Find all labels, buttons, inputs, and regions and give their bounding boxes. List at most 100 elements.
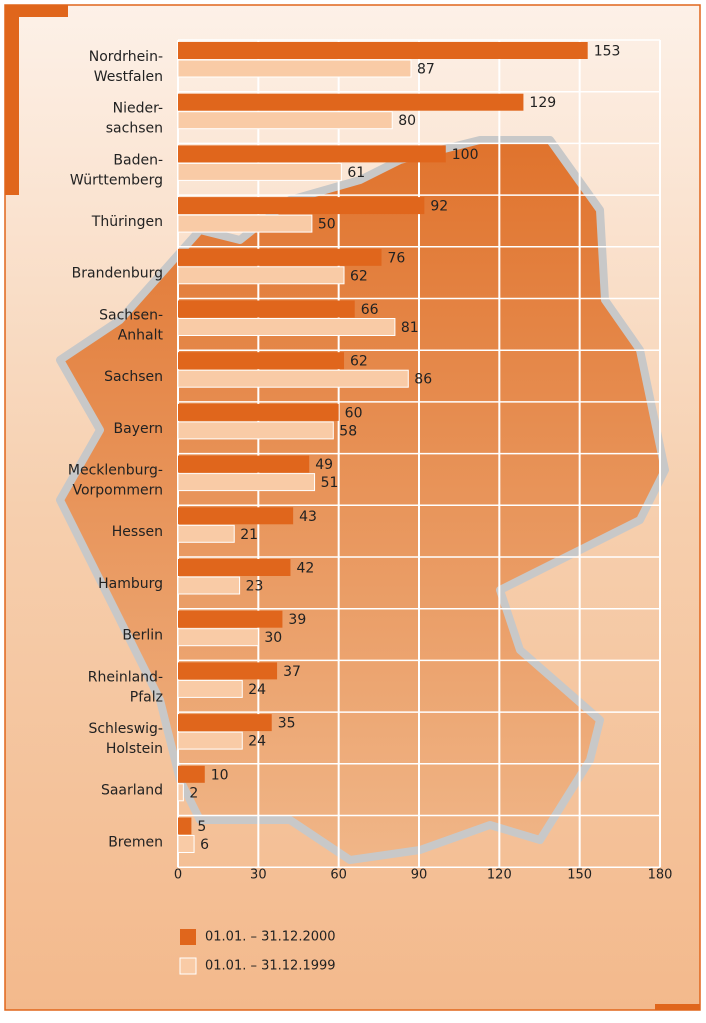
- value-label: 60: [345, 405, 363, 421]
- bar: [178, 300, 355, 318]
- y-tick-label: Bremen: [108, 834, 163, 850]
- y-tick-label: Sachsen: [104, 369, 163, 385]
- value-label: 86: [414, 372, 432, 388]
- bar: [178, 197, 425, 215]
- bar: [178, 42, 588, 59]
- value-label: 100: [452, 147, 479, 163]
- value-label: 92: [430, 199, 448, 215]
- value-label: 5: [197, 819, 206, 835]
- value-label: 50: [318, 217, 336, 233]
- bar: [178, 248, 382, 266]
- y-tick-label: Holstein: [106, 741, 163, 757]
- y-tick-label: Hamburg: [98, 576, 163, 592]
- value-label: 30: [264, 630, 282, 646]
- bar: [178, 352, 345, 370]
- value-label: 43: [299, 509, 317, 525]
- bar: [177, 421, 334, 440]
- bar: [178, 403, 339, 421]
- value-label: 87: [417, 62, 435, 78]
- x-tick-label: 150: [567, 868, 592, 883]
- y-tick-label: Saarland: [101, 783, 163, 799]
- bar: [177, 266, 345, 285]
- y-tick-label: Württemberg: [70, 172, 163, 188]
- bar: [178, 610, 283, 628]
- value-label: 42: [296, 561, 314, 577]
- bar: [178, 145, 446, 163]
- y-tick-label: Pfalz: [130, 689, 163, 705]
- bar: [177, 835, 195, 853]
- bar: [178, 817, 192, 835]
- value-label: 10: [211, 767, 229, 783]
- value-label: 35: [278, 716, 296, 732]
- bar: [177, 214, 313, 233]
- value-label: 2: [189, 785, 198, 801]
- bar: [177, 473, 316, 492]
- value-label: 62: [350, 354, 368, 370]
- bar: [177, 111, 393, 130]
- legend-swatch: [179, 957, 197, 975]
- y-tick-label: Vorpommern: [72, 482, 163, 498]
- y-tick-label: Nordrhein-: [89, 49, 163, 65]
- y-tick-label: Berlin: [122, 628, 163, 644]
- y-tick-label: Bayern: [114, 421, 163, 437]
- value-label: 129: [529, 95, 556, 111]
- bar: [178, 662, 278, 680]
- bar: [177, 59, 412, 78]
- bar: [177, 679, 243, 698]
- value-label: 21: [240, 527, 258, 543]
- value-label: 24: [248, 682, 266, 698]
- bar: [177, 576, 241, 595]
- corner-accent: [5, 5, 68, 17]
- x-tick-label: 0: [174, 868, 182, 883]
- x-tick-label: 30: [250, 868, 267, 883]
- bar: [177, 731, 243, 750]
- y-tick-label: Rheinland-: [88, 669, 163, 685]
- legend-swatch: [180, 929, 196, 945]
- y-tick-label: sachsen: [106, 121, 163, 137]
- bar: [178, 714, 272, 732]
- y-tick-label: Westfalen: [94, 69, 163, 85]
- value-label: 49: [315, 457, 333, 473]
- legend-label: 01.01. – 31.12.2000: [205, 930, 336, 945]
- bar: [177, 628, 259, 647]
- value-label: 37: [283, 664, 301, 680]
- y-tick-label: Baden-: [113, 152, 163, 168]
- x-tick-label: 90: [411, 868, 428, 883]
- bar: [178, 559, 291, 576]
- value-label: 51: [321, 475, 339, 491]
- y-tick-label: Schleswig-: [88, 721, 163, 737]
- bar: [178, 507, 294, 525]
- y-tick-label: Thüringen: [91, 214, 163, 230]
- value-label: 80: [398, 113, 416, 129]
- y-tick-label: Brandenburg: [72, 266, 163, 282]
- value-label: 81: [401, 320, 419, 336]
- corner-accent: [655, 1004, 700, 1010]
- bar: [178, 765, 205, 783]
- bar: [177, 783, 184, 802]
- bar: [177, 369, 409, 388]
- value-label: 61: [347, 165, 365, 181]
- y-tick-label: Sachsen-: [99, 307, 163, 323]
- bar: [177, 162, 342, 181]
- value-label: 66: [361, 302, 379, 318]
- value-label: 39: [288, 612, 306, 628]
- y-tick-label: Mecklenburg-: [68, 462, 163, 478]
- value-label: 153: [594, 44, 621, 60]
- y-tick-label: Nieder-: [113, 101, 163, 117]
- x-tick-label: 180: [648, 868, 673, 883]
- bar: [178, 93, 524, 111]
- legend-label: 01.01. – 31.12.1999: [205, 959, 336, 974]
- bar: [177, 524, 235, 543]
- value-label: 62: [350, 268, 368, 284]
- value-label: 23: [246, 579, 264, 595]
- value-label: 24: [248, 734, 266, 750]
- bar: [178, 455, 310, 473]
- x-tick-label: 60: [330, 868, 347, 883]
- y-tick-label: Hessen: [112, 524, 163, 540]
- corner-accent: [5, 5, 19, 195]
- y-tick-label: Anhalt: [118, 327, 164, 343]
- x-tick-label: 120: [487, 868, 512, 883]
- value-label: 76: [388, 250, 406, 266]
- value-label: 6: [200, 837, 209, 853]
